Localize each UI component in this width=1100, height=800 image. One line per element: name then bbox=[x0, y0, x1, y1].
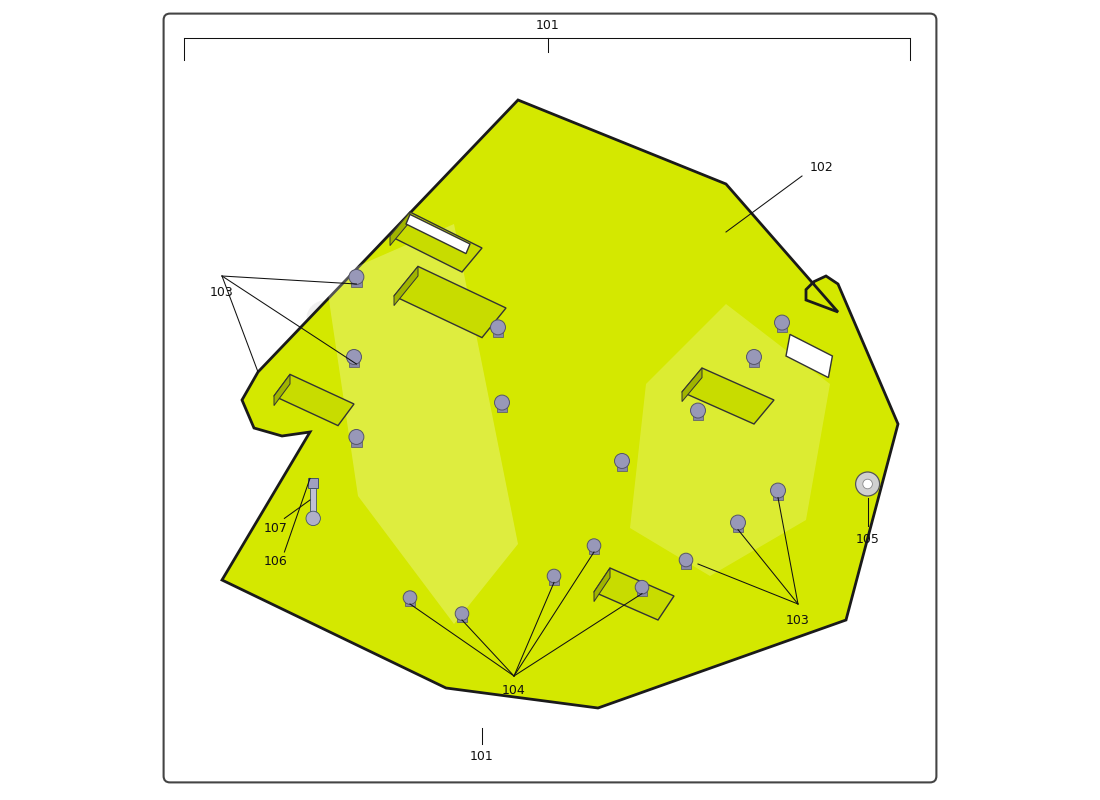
Circle shape bbox=[491, 320, 506, 335]
Bar bbox=[405, 600, 415, 606]
Circle shape bbox=[587, 539, 601, 552]
Bar bbox=[493, 330, 504, 337]
Polygon shape bbox=[406, 214, 470, 254]
Bar bbox=[637, 590, 647, 596]
Bar bbox=[458, 616, 466, 622]
Bar bbox=[681, 562, 691, 569]
Bar bbox=[693, 414, 703, 420]
Circle shape bbox=[747, 350, 761, 365]
Circle shape bbox=[349, 270, 364, 285]
Text: 102: 102 bbox=[810, 162, 834, 174]
Polygon shape bbox=[594, 568, 610, 602]
Text: 105: 105 bbox=[856, 533, 880, 546]
Polygon shape bbox=[786, 334, 833, 378]
Polygon shape bbox=[682, 368, 702, 402]
Polygon shape bbox=[390, 212, 482, 272]
Circle shape bbox=[730, 515, 746, 530]
Circle shape bbox=[615, 454, 629, 469]
Circle shape bbox=[774, 315, 790, 330]
Bar bbox=[308, 478, 318, 488]
Circle shape bbox=[856, 472, 880, 496]
Bar bbox=[733, 526, 744, 532]
Circle shape bbox=[404, 590, 417, 605]
Circle shape bbox=[349, 430, 364, 445]
Circle shape bbox=[346, 350, 362, 365]
Text: 101: 101 bbox=[470, 750, 494, 763]
Polygon shape bbox=[326, 224, 518, 624]
Bar bbox=[749, 359, 759, 366]
Polygon shape bbox=[390, 212, 410, 246]
Text: 107: 107 bbox=[264, 522, 287, 534]
Polygon shape bbox=[594, 568, 674, 620]
Text: eurospares: eurospares bbox=[295, 282, 614, 486]
Polygon shape bbox=[394, 266, 418, 306]
Polygon shape bbox=[222, 100, 898, 708]
Bar bbox=[351, 279, 362, 286]
Bar bbox=[617, 464, 627, 470]
Circle shape bbox=[635, 581, 649, 594]
Text: 103: 103 bbox=[786, 614, 810, 626]
Circle shape bbox=[306, 511, 320, 526]
Text: 104: 104 bbox=[502, 684, 526, 697]
Bar bbox=[351, 440, 362, 446]
Bar bbox=[310, 488, 317, 516]
Polygon shape bbox=[630, 304, 830, 576]
Bar bbox=[349, 359, 360, 366]
Circle shape bbox=[547, 570, 561, 582]
Bar bbox=[777, 325, 788, 332]
Circle shape bbox=[679, 554, 693, 566]
Circle shape bbox=[862, 479, 872, 489]
Text: 101: 101 bbox=[536, 19, 560, 32]
Circle shape bbox=[691, 403, 705, 418]
Circle shape bbox=[455, 606, 469, 621]
Bar bbox=[497, 406, 507, 412]
Circle shape bbox=[495, 395, 509, 410]
Polygon shape bbox=[394, 266, 506, 338]
Circle shape bbox=[770, 483, 785, 498]
Bar bbox=[772, 493, 783, 500]
Polygon shape bbox=[274, 374, 290, 406]
Bar bbox=[549, 578, 559, 585]
Text: 106: 106 bbox=[264, 555, 287, 568]
Text: a passion for parts since 1985: a passion for parts since 1985 bbox=[362, 456, 611, 600]
Polygon shape bbox=[682, 368, 774, 424]
Polygon shape bbox=[274, 374, 354, 426]
Bar bbox=[590, 548, 598, 554]
Text: 103: 103 bbox=[210, 286, 234, 298]
